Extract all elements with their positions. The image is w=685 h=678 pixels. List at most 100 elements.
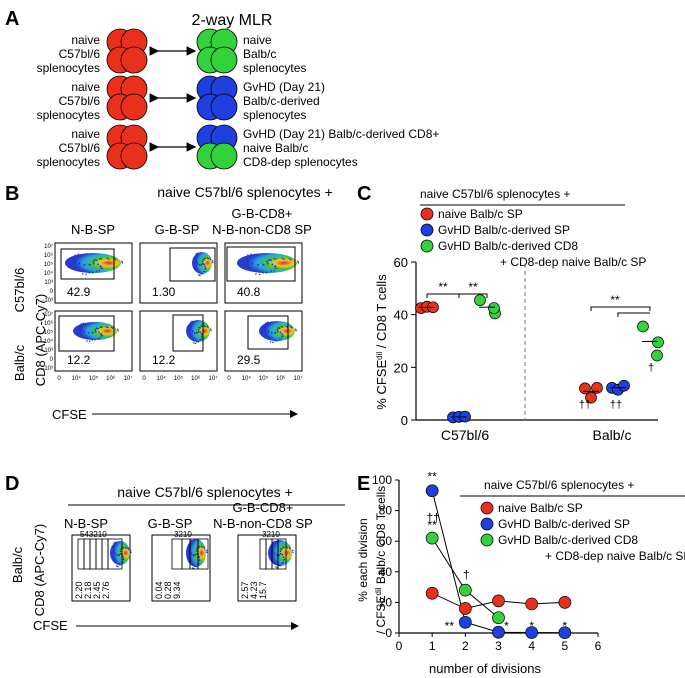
b-plot-r2-c2-event-dot	[193, 342, 195, 344]
b-plot-r2-c1-event-dot	[110, 326, 113, 328]
b-x-axis-label: CFSE	[52, 407, 87, 422]
b-plot-r1-c1	[54, 242, 133, 304]
b-plot-r1-c2-event-dot	[200, 273, 202, 275]
d-plot-c2-event-dot	[194, 554, 196, 556]
b-plot-r1-c3-event-dot	[270, 270, 272, 272]
b-plot-r1-c1-event-dot	[93, 259, 96, 261]
d-y-axis-label: CD8 (APC-Cy7)	[32, 524, 47, 616]
b-plot-r2-c3-frame	[224, 310, 303, 372]
panel-d: D naive C57bl/6 splenocytes + N-B-SP G-B…	[5, 473, 345, 633]
b-plot-r2-c2-event-dot	[198, 329, 200, 331]
b-plot-r2-c1	[54, 310, 133, 372]
a-row2-right-1: GvHD (Day 21)	[243, 80, 325, 94]
a-row3-left-1: naive	[71, 127, 100, 141]
b-plot-r2-c1-event-dot	[80, 329, 82, 331]
b-plot-r1-c2-event-dot	[204, 270, 206, 273]
d-division-value: 2.18	[83, 581, 93, 599]
b-plot-r1-c3-event-dot	[297, 262, 299, 264]
b-plot-r1-c1-event-dot	[92, 272, 94, 274]
d-division-gate	[107, 538, 123, 570]
b-plot-r1-c3-event-dot	[276, 267, 278, 269]
b-plot-r1-c2-event-dot	[203, 263, 205, 266]
b-plot-r2-c2-event-dot	[199, 331, 202, 334]
b-plot-r2-c2-event-dot	[200, 334, 203, 336]
panel-b-title: naive C57bl/6 splenocytes +	[157, 184, 333, 200]
b-plot-r2-c1-event-dot	[82, 322, 85, 324]
b-plot-r2-c2-event-dot	[204, 326, 206, 328]
b-plot-r2-c2-event-dot	[206, 325, 208, 327]
e-y-tick-label: 40	[379, 565, 393, 579]
d-plot-c2-event-dot	[206, 549, 208, 551]
e-legend-marker-2	[480, 517, 494, 531]
b-plot-r2-c1-event-dot	[97, 327, 99, 330]
b-x-tick: 0	[57, 376, 61, 382]
d-division-gate	[197, 538, 209, 570]
b-x-tick: 10⁶	[276, 375, 286, 382]
b-plot-r1-c3-event-dot	[246, 257, 248, 259]
b-plot-r2-c1-event-dot	[100, 335, 102, 337]
b-plot-r2-c3-event-dot	[264, 325, 267, 327]
b-x-tick: 10⁵	[89, 375, 99, 382]
panel-d-letter: D	[5, 473, 19, 495]
b-plot-r1-c1-event-dot	[99, 258, 101, 260]
b-plot-r2-c3-event-dot	[274, 340, 276, 342]
d-plot-c3-event-dot	[281, 562, 283, 564]
c-legend-marker-3	[420, 239, 434, 253]
d-plot-c2-event-dot	[198, 556, 200, 559]
d-plot-c1-event-dot	[127, 548, 130, 550]
d-plot-c2-event-dot	[198, 559, 200, 562]
b-plot-r1-c1-event-dot	[96, 259, 98, 261]
b-plot-r2-c1-event-dot	[83, 330, 85, 332]
e-x-tick-label: 5	[561, 639, 568, 653]
e-significance-mark: **	[427, 470, 437, 484]
d-plot-c1-event-dot	[127, 547, 129, 549]
panel-e-letter: E	[357, 473, 370, 495]
b-plot-r2-c2-event-dot	[210, 329, 212, 332]
d-plot-c3-event-dot	[282, 556, 285, 558]
b-plot-r1-c3-event-dot	[265, 272, 268, 274]
a-row3-red-cells	[106, 124, 148, 170]
b-plot-r2-c3	[224, 310, 303, 372]
b-plot-r1-c3-event-dot	[251, 262, 253, 264]
d-division-gate	[277, 538, 287, 570]
d-plot-c3-event-dot	[289, 547, 291, 550]
b-plot-r2-c3-event-dot	[267, 331, 270, 333]
d-plot-c1-event-dot	[122, 561, 124, 563]
b-plot-r2-c1-event-dot	[99, 337, 101, 339]
panel-c: C naive C57bl/6 splenocytes + naive Balb…	[357, 183, 664, 443]
c-y-tick-label: 40	[394, 308, 408, 323]
b-plot-r1-c2-event-dot	[212, 261, 214, 264]
c-sig-bracket	[426, 293, 460, 298]
d-plot-c1-event-dot	[118, 564, 120, 566]
b-plot-r1-c3-event-dot	[250, 253, 252, 255]
b-col-label-2: G-B-SP	[155, 222, 200, 237]
b-plot-r2-c2-event-dot	[199, 339, 201, 341]
b-plot-r1-c3-event-dot	[283, 258, 285, 260]
b-plot-r1-c3-event-dot	[288, 258, 290, 260]
d-plot-c1-event-dot	[120, 553, 122, 555]
b-plot-r2-c3-event-dot	[267, 321, 269, 323]
d-plot-c3-event-dot	[279, 565, 281, 567]
b-y-tick: 10³	[44, 280, 53, 286]
e-y-axis-label-1: % each division	[356, 518, 370, 601]
c-data-point	[651, 349, 663, 362]
b-plot-r1-c3	[224, 242, 303, 304]
b-plot-r2-c3-event-dot	[263, 326, 265, 328]
c-data-point	[474, 294, 486, 307]
b-plot-r2-c1-event-dot	[95, 331, 97, 333]
b-plot-r2-c3-event-dot	[265, 328, 267, 331]
b-plot-r1-c1-event-dot	[108, 258, 110, 260]
a-row3-left-3: splenocytes	[37, 155, 100, 169]
d-plot-c3-event-dot	[281, 554, 284, 556]
e-header: naive C57bl/6 splenocytes +	[484, 478, 634, 492]
b-plot-r1-c3-event-dot	[244, 258, 246, 260]
b-plot-r1-c3-event-dot	[297, 260, 299, 262]
e-significance-mark: *	[562, 619, 567, 633]
c-legend-4: + CD8-dep naive Balb/c SP	[500, 255, 646, 269]
b-plot-r1-c3-gate	[226, 246, 296, 282]
b-plot-r2-c1-event-dot	[107, 326, 109, 329]
a-row1-left-2: C57bl/6	[59, 47, 101, 61]
b-plot-r2-c2-event-dot	[201, 325, 203, 328]
b-plot-r1-c3-event-dot	[267, 263, 269, 265]
b-plot-r2-c2-event-dot	[197, 341, 199, 343]
